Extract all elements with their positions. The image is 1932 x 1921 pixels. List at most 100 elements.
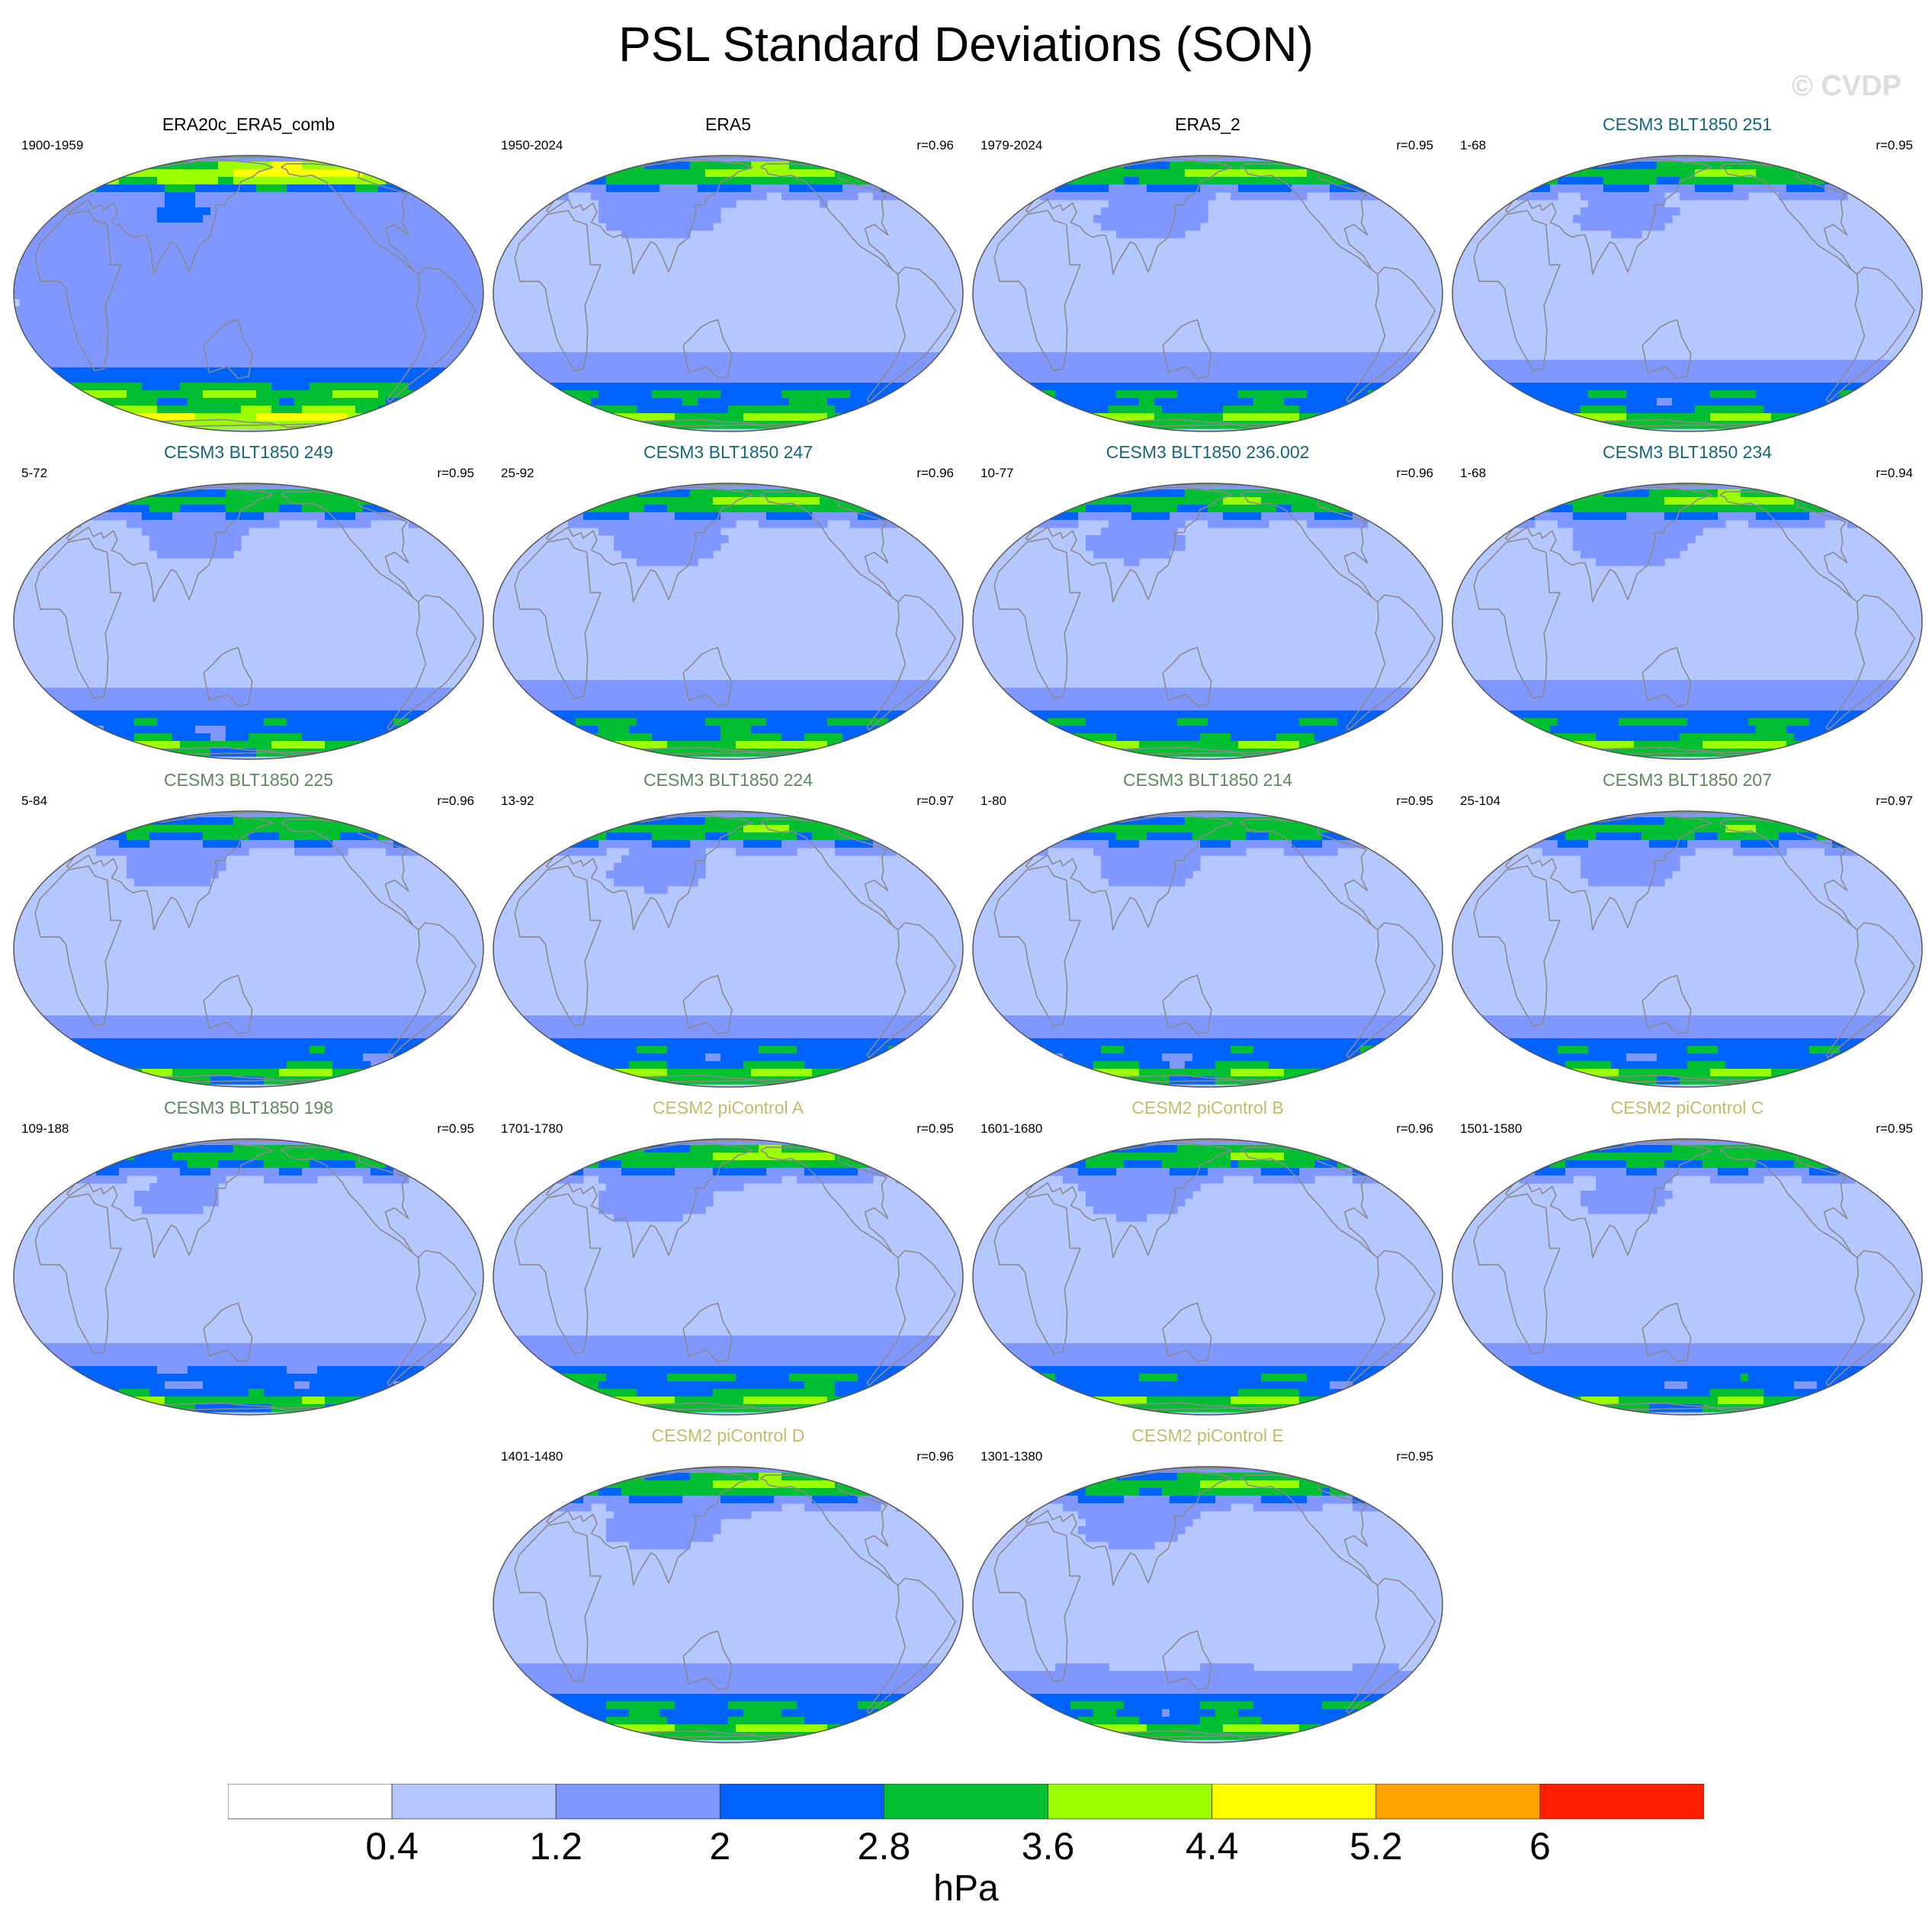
panel-correlation: r=0.95 (1876, 1121, 1913, 1136)
colorbar-box (1539, 1784, 1704, 1820)
panel-title: CESM2 piControl E (1131, 1426, 1284, 1445)
globe-map (493, 155, 964, 432)
colorbar-tick-label: 2.8 (857, 1825, 911, 1868)
panel-correlation: r=0.95 (916, 1121, 954, 1136)
map-panel: CESM3 BLT1850 198 109-188 r=0.95 (9, 1096, 488, 1416)
panel-years: 5-84 (21, 794, 48, 808)
panel-years: 1900-1959 (21, 138, 84, 152)
panel-years: 1979-2024 (980, 138, 1043, 152)
panel-title: CESM3 BLT1850 225 (163, 770, 334, 790)
panel-title: CESM2 piControl C (1610, 1098, 1764, 1118)
globe-map (493, 483, 964, 760)
map-panel: CESM3 BLT1850 224 13-92 r=0.97 (489, 768, 968, 1089)
map-panel: CESM3 BLT1850 234 1-68 r=0.94 (1448, 441, 1927, 761)
map-panel: CESM3 BLT1850 214 1-80 r=0.95 (968, 768, 1447, 1089)
panel-correlation: r=0.95 (1396, 138, 1433, 152)
panel-years: 1-80 (980, 794, 1007, 808)
globe-map (1452, 810, 1923, 1088)
colorbar-tick-label: 0.4 (365, 1825, 419, 1868)
map-panel: ERA5_2 1979-2024 r=0.95 (968, 113, 1447, 433)
globe-map (493, 810, 964, 1088)
colorbar-box (884, 1784, 1048, 1820)
panel-correlation: r=0.96 (1396, 1121, 1433, 1136)
panel-years: 1601-1680 (980, 1121, 1043, 1136)
panel-correlation: r=0.96 (916, 138, 954, 152)
panel-correlation: r=0.97 (916, 794, 954, 808)
colorbar-tick-label: 6 (1529, 1825, 1551, 1868)
map-panel: CESM3 BLT1850 251 1-68 r=0.95 (1448, 113, 1927, 433)
colorbar-tick-label: 1.2 (529, 1825, 582, 1868)
colorbar-box (555, 1784, 720, 1820)
panel-title: CESM3 BLT1850 224 (643, 770, 814, 790)
colorbar (228, 1784, 1704, 1820)
map-panel: CESM2 piControl C 1501-1580 r=0.95 (1448, 1096, 1927, 1416)
map-panel: CESM2 piControl E 1301-1380 r=0.95 (968, 1424, 1447, 1744)
map-panel: CESM3 BLT1850 207 25-104 r=0.97 (1448, 768, 1927, 1089)
panel-years: 1501-1580 (1460, 1121, 1523, 1136)
globe-map (972, 1466, 1443, 1743)
globe-map (972, 810, 1443, 1088)
panel-title: CESM3 BLT1850 214 (1122, 770, 1293, 790)
map-panel: CESM2 piControl D 1401-1480 r=0.96 (489, 1424, 968, 1744)
panel-years: 10-77 (980, 466, 1014, 480)
map-panel: CESM3 BLT1850 225 5-84 r=0.96 (9, 768, 488, 1089)
panel-correlation: r=0.94 (1876, 466, 1913, 480)
cvdp-credit: © CVDP (1791, 70, 1902, 102)
panel-correlation: r=0.96 (916, 466, 954, 480)
map-panel: ERA5 1950-2024 r=0.96 (489, 113, 968, 433)
panel-title: CESM2 piControl A (652, 1098, 804, 1118)
map-panel: CESM3 BLT1850 249 5-72 r=0.95 (9, 441, 488, 761)
panel-years: 25-104 (1460, 794, 1500, 808)
globe-map (1452, 155, 1923, 432)
panel-correlation: r=0.95 (1396, 1449, 1433, 1464)
colorbar-box (228, 1784, 393, 1820)
colorbar-box (1048, 1784, 1213, 1820)
panel-correlation: r=0.96 (916, 1449, 954, 1464)
globe-map (13, 155, 484, 432)
panel-title: ERA5_2 (1175, 114, 1240, 134)
map-panel: CESM3 BLT1850 236.002 10-77 r=0.96 (968, 441, 1447, 761)
globe-map (13, 1138, 484, 1416)
panel-years: 1401-1480 (501, 1449, 563, 1464)
panel-correlation: r=0.96 (437, 794, 474, 808)
globe-map (972, 1138, 1443, 1416)
map-panel: CESM2 piControl B 1601-1680 r=0.96 (968, 1096, 1447, 1416)
panel-years: 109-188 (21, 1121, 69, 1136)
panel-correlation: r=0.95 (1876, 138, 1913, 152)
panel-correlation: r=0.96 (1396, 466, 1433, 480)
panel-correlation: r=0.95 (1396, 794, 1433, 808)
panel-title: CESM3 BLT1850 249 (163, 442, 334, 462)
globe-map (493, 1138, 964, 1416)
globe-map (972, 483, 1443, 760)
colorbar-box (1212, 1784, 1377, 1820)
panel-years: 5-72 (21, 466, 48, 480)
panel-years: 1701-1780 (501, 1121, 563, 1136)
panel-title: CESM3 BLT1850 198 (163, 1098, 334, 1118)
panel-years: 25-92 (501, 466, 534, 480)
page-title: PSL Standard Deviations (SON) (618, 17, 1314, 72)
panel-years: 1-68 (1460, 138, 1487, 152)
panel-correlation: r=0.95 (437, 1121, 474, 1136)
panel-correlation: r=0.97 (1876, 794, 1913, 808)
colorbar-box (719, 1784, 884, 1820)
panel-title: CESM3 BLT1850 236.002 (1106, 442, 1310, 462)
panel-title: ERA20c_ERA5_comb (162, 114, 335, 134)
panel-title: ERA5 (704, 114, 752, 134)
colorbar-tick-label: 5.2 (1350, 1825, 1403, 1868)
panel-title: CESM3 BLT1850 247 (643, 442, 814, 462)
map-panel: ERA20c_ERA5_comb 1900-1959 (9, 113, 488, 433)
panel-title: CESM2 piControl B (1131, 1098, 1284, 1118)
colorbar-box (391, 1784, 557, 1820)
panel-title: CESM2 piControl D (651, 1426, 805, 1445)
panel-years: 1950-2024 (501, 138, 563, 152)
globe-map (1452, 483, 1923, 760)
panel-years: 1301-1380 (980, 1449, 1043, 1464)
globe-map (13, 483, 484, 760)
globe-map (1452, 1138, 1923, 1416)
panel-title: CESM3 BLT1850 251 (1602, 114, 1773, 134)
map-panel: CESM2 piControl A 1701-1780 r=0.95 (489, 1096, 968, 1416)
panel-correlation: r=0.95 (437, 466, 474, 480)
colorbar-box (1375, 1784, 1541, 1820)
panel-years: 13-92 (501, 794, 534, 808)
globe-map (493, 1466, 964, 1743)
